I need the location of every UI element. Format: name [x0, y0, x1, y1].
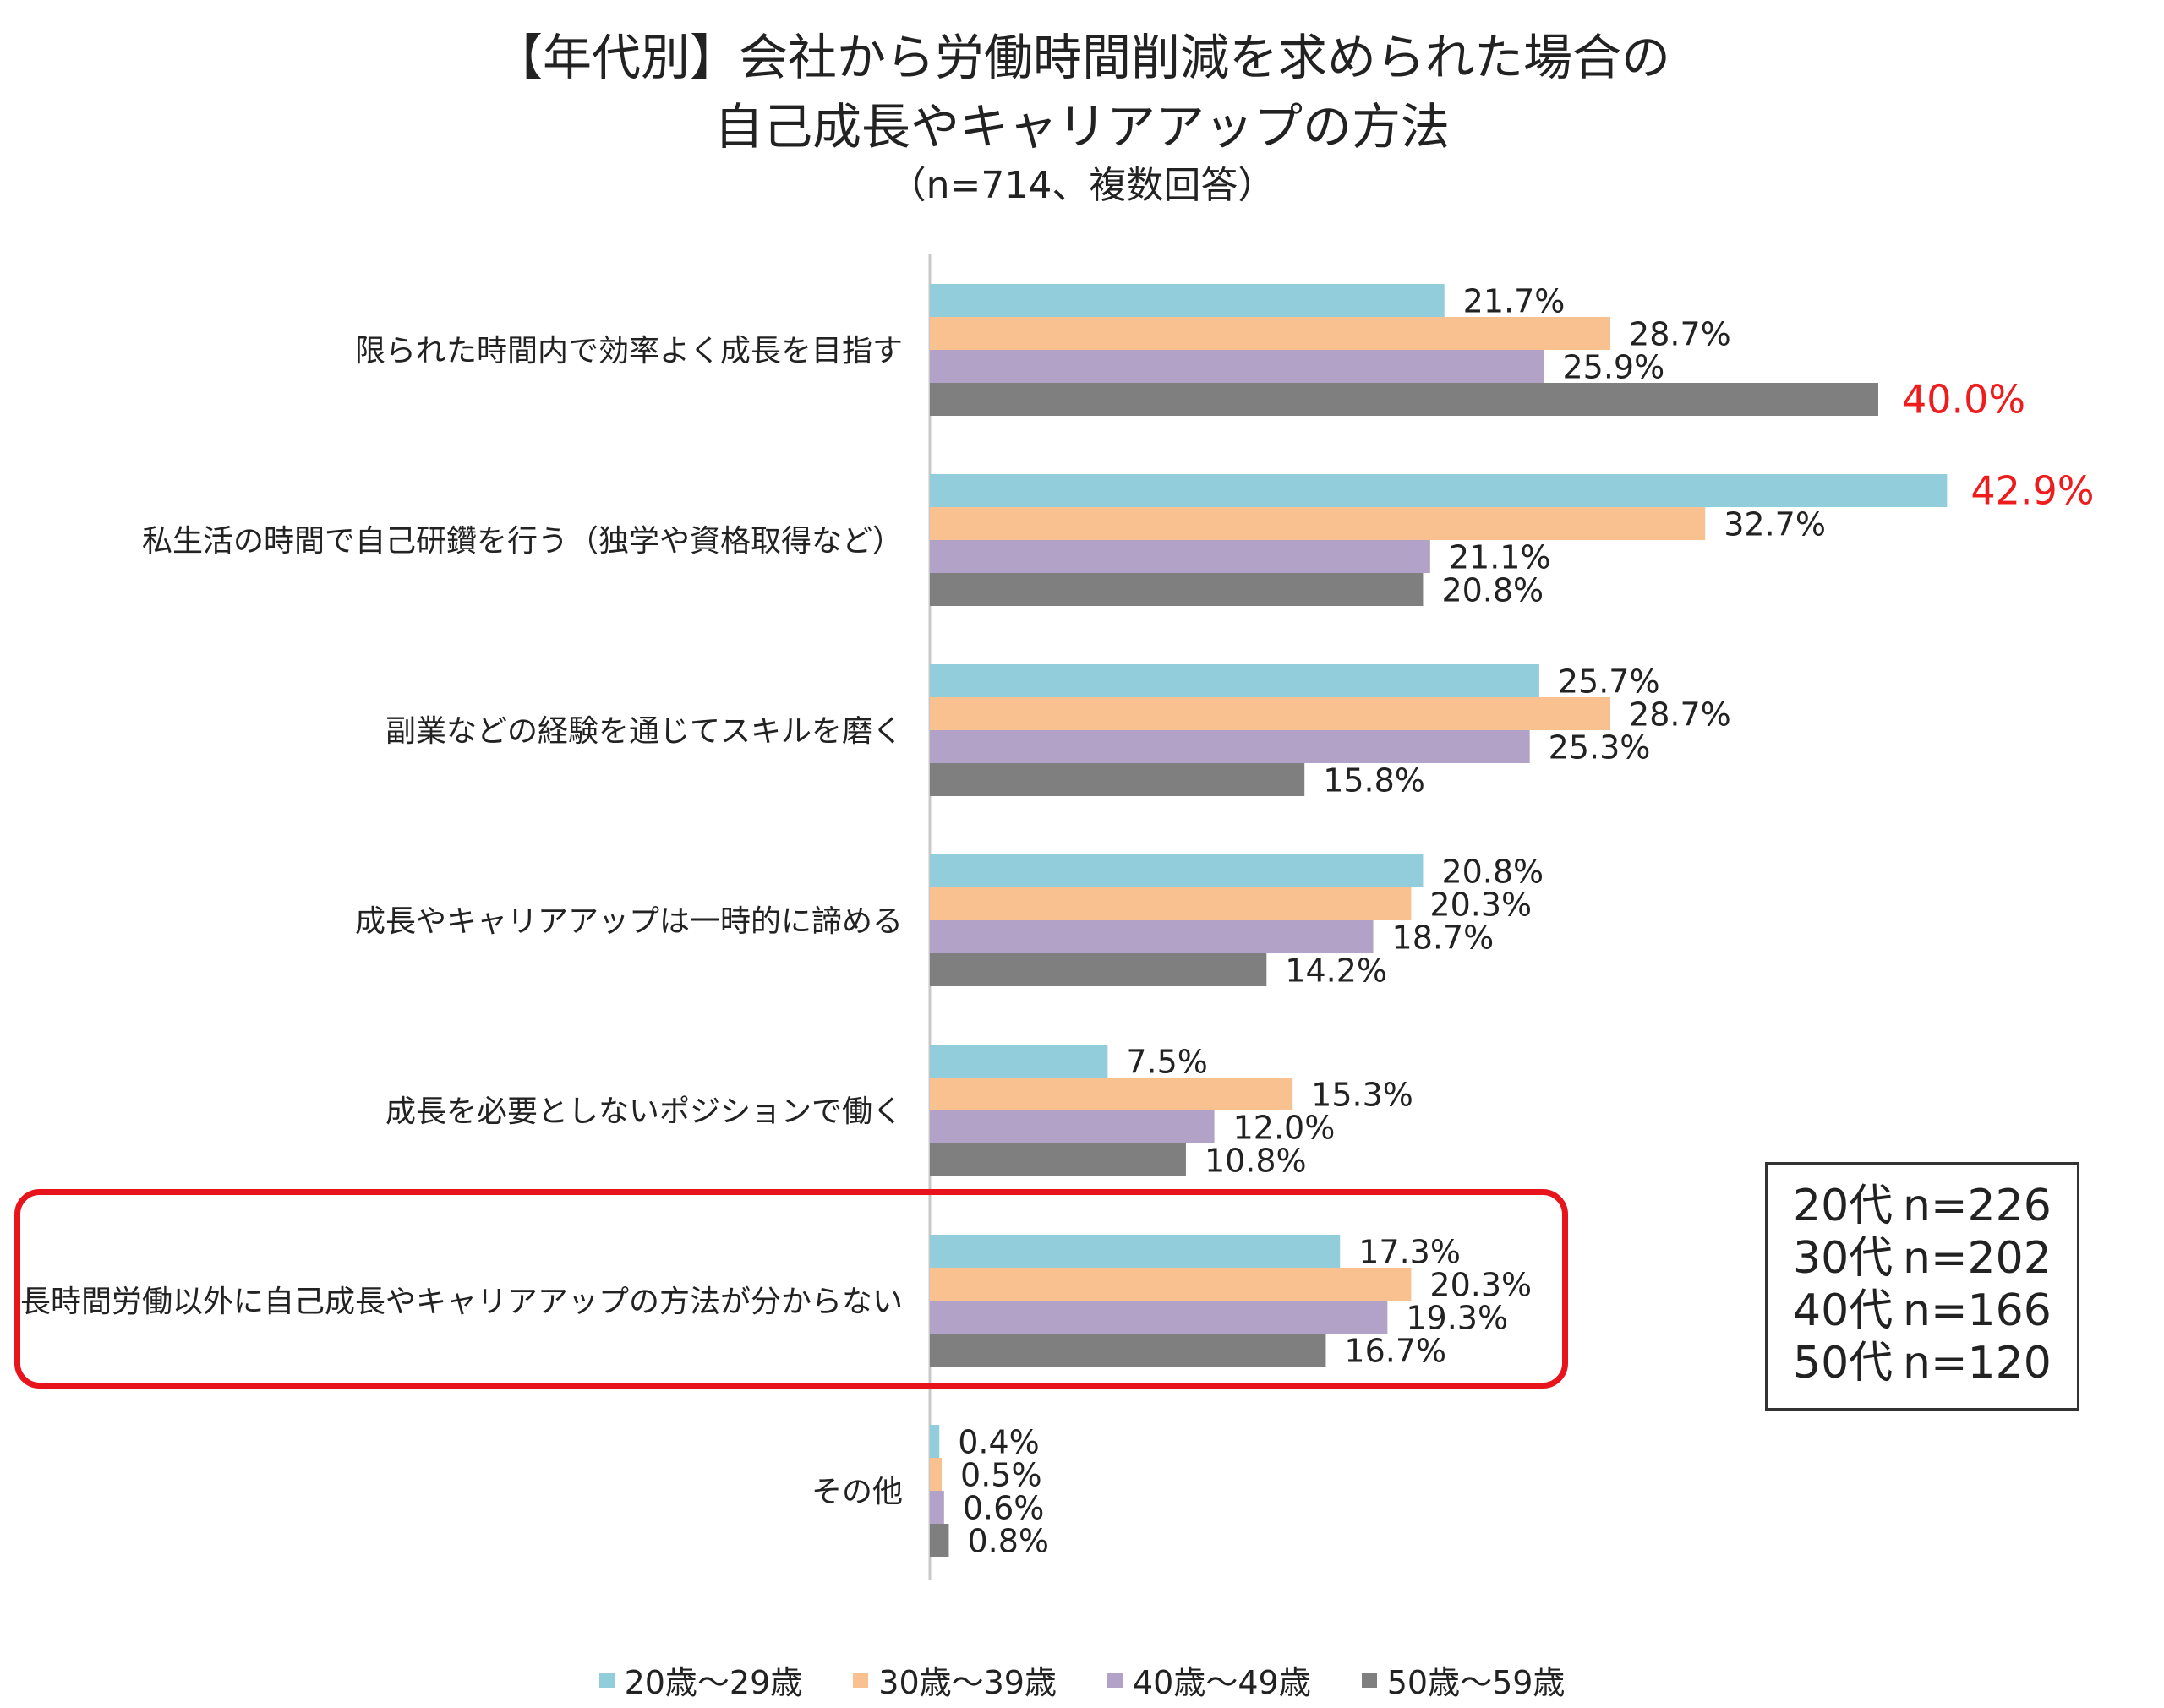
legend-swatch [1361, 1672, 1377, 1688]
category-label: その他 [812, 1475, 903, 1509]
legend-swatch [1107, 1672, 1123, 1688]
bar [930, 1268, 1412, 1301]
data-label: 42.9% [1970, 468, 2094, 514]
legend-label: 30歳～39歳 [878, 1664, 1057, 1701]
legend-item-50s: 50歳～59歳 [1361, 1656, 1566, 1703]
bar [930, 953, 1267, 986]
bar [930, 317, 1611, 350]
highlight-frame [14, 1189, 1568, 1389]
legend: 20歳～29歳 30歳～39歳 40歳～49歳 50歳～59歳 [0, 1656, 2164, 1703]
legend-swatch [853, 1672, 869, 1688]
sample-row-40s: 40代 n=166 [1793, 1285, 2077, 1337]
data-label: 21.7% [1463, 283, 1566, 320]
category-label: 長時間労働以外に自己成長やキャリアアップの方法が分からない [20, 1285, 903, 1319]
data-label: 20.3% [1429, 1267, 1532, 1304]
data-label: 7.5% [1126, 1044, 1208, 1081]
data-label: 15.3% [1311, 1077, 1413, 1114]
chart-subtitle: （n=714、複数回答） [888, 164, 1276, 207]
sample-group: 30代 [1793, 1233, 1894, 1284]
sample-group: 20代 [1793, 1181, 1894, 1231]
bar [930, 284, 1445, 317]
sample-n: n=120 [1903, 1338, 2052, 1389]
data-label: 25.9% [1562, 349, 1664, 386]
sample-row-50s: 50代 n=120 [1793, 1337, 2077, 1389]
legend-item-20s: 20歳～29歳 [598, 1656, 803, 1703]
bar [930, 1143, 1186, 1176]
data-label: 20.8% [1441, 854, 1544, 891]
bar [930, 920, 1374, 953]
data-label: 12.0% [1233, 1110, 1336, 1147]
data-label: 0.5% [960, 1457, 1042, 1494]
data-label: 28.7% [1629, 316, 1731, 353]
data-label: 15.8% [1323, 762, 1425, 799]
sample-n: n=202 [1903, 1233, 2052, 1284]
data-label: 20.3% [1429, 887, 1532, 924]
bar [930, 573, 1424, 606]
bar [930, 887, 1412, 920]
bar [930, 507, 1706, 540]
data-label: 0.8% [967, 1523, 1049, 1560]
legend-item-40s: 40歳～49歳 [1107, 1656, 1311, 1703]
bar [930, 697, 1611, 730]
sample-group: 50代 [1793, 1338, 1894, 1389]
bar [930, 540, 1430, 573]
data-label: 32.7% [1724, 506, 1826, 543]
data-label: 0.6% [963, 1490, 1045, 1527]
bar [930, 1301, 1388, 1334]
bar [930, 854, 1424, 887]
bar [930, 1491, 944, 1524]
chart-title-line1: 【年代別】会社から労働時間削減を求められた場合の [493, 29, 1670, 86]
data-label: 0.4% [958, 1424, 1040, 1461]
category-label: 成長を必要としないポジションで働く [385, 1094, 903, 1129]
legend-swatch [598, 1672, 615, 1688]
bar [930, 1524, 949, 1557]
data-label: 25.3% [1549, 729, 1651, 767]
data-label: 19.3% [1406, 1300, 1508, 1337]
bar [930, 1334, 1326, 1367]
data-label: 14.2% [1285, 952, 1387, 990]
data-label: 10.8% [1205, 1143, 1307, 1180]
data-label: 40.0% [1902, 377, 2025, 423]
data-label: 20.8% [1441, 572, 1544, 609]
legend-item-30s: 30歳～39歳 [853, 1656, 1057, 1703]
chart-title-line2: 自己成長やキャリアアップの方法 [713, 98, 1450, 156]
data-label: 28.7% [1629, 696, 1731, 734]
bar [930, 1045, 1108, 1078]
bar [930, 1425, 940, 1458]
bar [930, 1458, 943, 1491]
legend-label: 50歳～59歳 [1386, 1664, 1566, 1701]
data-label: 18.7% [1392, 919, 1495, 957]
legend-label: 40歳～49歳 [1133, 1664, 1311, 1701]
sample-n: n=166 [1903, 1285, 2052, 1336]
data-label: 16.7% [1344, 1333, 1446, 1370]
category-label: 私生活の時間で自己研鑽を行う（独学や資格取得など） [142, 524, 903, 559]
sample-row-30s: 30代 n=202 [1793, 1232, 2077, 1285]
data-label: 17.3% [1358, 1234, 1461, 1271]
legend-label: 20歳～29歳 [624, 1664, 803, 1701]
sample-group: 40代 [1793, 1285, 1894, 1336]
bar [930, 763, 1305, 796]
sample-size-box: 20代 n=226 30代 n=202 40代 n=166 50代 n=120 [1765, 1162, 2079, 1411]
bar [930, 1110, 1215, 1143]
bar [930, 730, 1530, 763]
category-label: 副業などの経験を通じてスキルを磨く [385, 714, 903, 749]
data-label: 25.7% [1558, 663, 1660, 701]
sample-row-20s: 20代 n=226 [1793, 1180, 2077, 1232]
data-label: 21.1% [1449, 539, 1551, 576]
category-label: 限られた時間内で効率よく成長を目指す [355, 334, 903, 368]
bar [930, 1235, 1341, 1268]
sample-n: n=226 [1903, 1181, 2052, 1231]
bar [930, 474, 1948, 507]
category-label: 成長やキャリアアップは一時的に諦める [355, 904, 903, 939]
bar [930, 350, 1544, 383]
bar [930, 1078, 1293, 1110]
bar [930, 383, 1878, 416]
bar [930, 664, 1539, 697]
